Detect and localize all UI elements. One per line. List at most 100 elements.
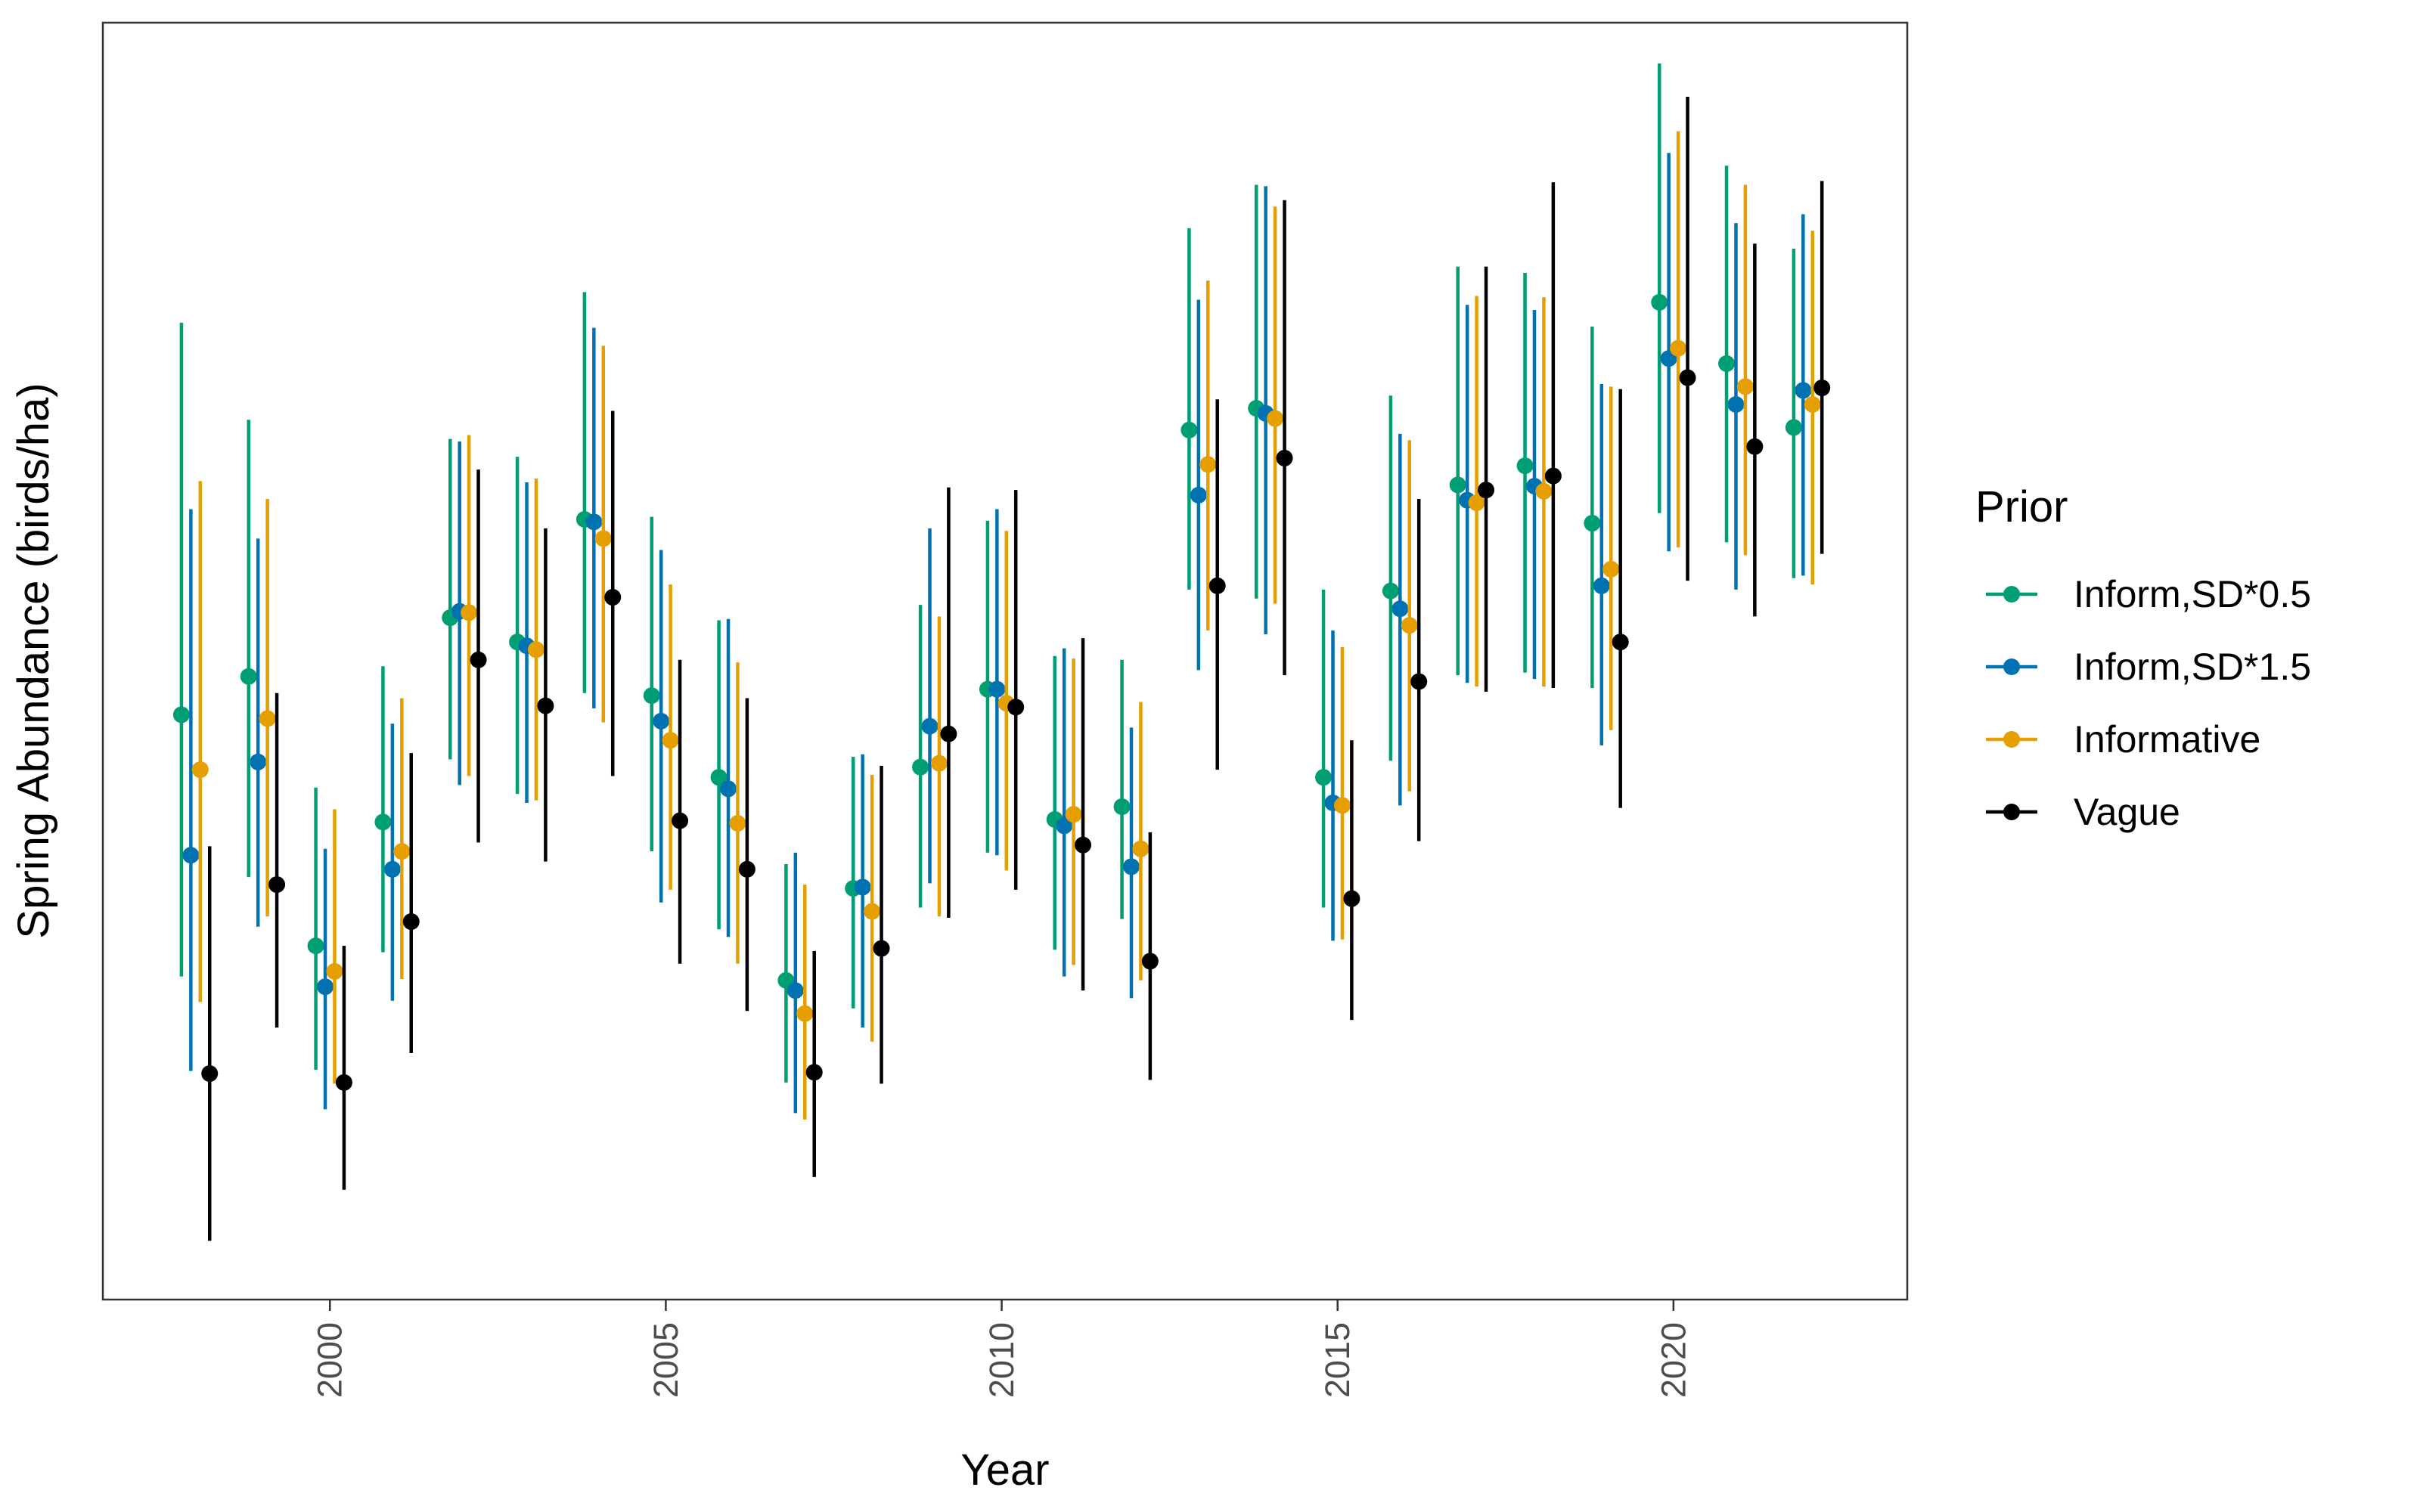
legend-label: Inform,SD*0.5 <box>2074 573 2311 615</box>
data-point <box>1065 806 1082 823</box>
data-point <box>1679 369 1696 386</box>
data-point <box>172 706 190 723</box>
data-point <box>191 761 209 779</box>
data-point <box>1746 438 1764 455</box>
data-point <box>250 753 267 770</box>
data-point <box>537 697 554 714</box>
data-point <box>1670 339 1687 357</box>
data-point <box>1516 457 1534 475</box>
data-point <box>796 1005 814 1022</box>
data-point <box>738 860 755 878</box>
data-point <box>720 780 737 798</box>
data-point <box>1113 798 1131 816</box>
legend-label: Vague <box>2074 791 2180 833</box>
data-point <box>1727 396 1745 414</box>
legend-key-point <box>2003 586 2020 603</box>
data-point <box>805 1064 823 1081</box>
legend-item: Informative <box>1986 718 2260 761</box>
data-point <box>930 754 948 772</box>
data-point <box>1785 419 1802 436</box>
data-point <box>1056 817 1073 835</box>
data-point <box>594 530 612 547</box>
data-point <box>1267 410 1284 427</box>
data-point <box>1007 699 1025 716</box>
data-point <box>335 1074 352 1091</box>
data-point <box>1813 380 1831 397</box>
legend-key-point <box>2003 731 2020 748</box>
data-point <box>585 513 603 531</box>
x-axis-title: Year <box>960 1445 1049 1495</box>
legend-label: Inform,SD*1.5 <box>2074 646 2311 688</box>
legend-label: Informative <box>2074 718 2260 761</box>
data-point <box>1392 600 1409 618</box>
data-point <box>1343 890 1360 907</box>
data-point <box>710 769 728 786</box>
data-point <box>1410 673 1428 690</box>
legend-item: Inform,SD*1.5 <box>1986 646 2311 688</box>
data-point <box>383 860 401 878</box>
legend-key-point <box>2003 804 2020 820</box>
data-point <box>1199 456 1217 473</box>
data-point <box>1584 515 1601 532</box>
data-point <box>182 847 200 864</box>
data-point <box>921 717 939 735</box>
data-point <box>393 843 411 860</box>
data-point <box>1478 482 1495 499</box>
legend: Prior Inform,SD*0.5 Inform,SD*1.5 Informat… <box>1975 482 2311 833</box>
data-point <box>259 710 276 727</box>
legend-title: Prior <box>1975 482 2068 531</box>
data-point <box>643 687 660 705</box>
data-point <box>307 937 324 955</box>
data-point <box>1315 769 1333 786</box>
data-point <box>1736 378 1754 395</box>
legend-item: Vague <box>1986 791 2180 833</box>
data-point <box>1804 396 1821 414</box>
data-point <box>864 903 881 920</box>
data-point <box>1141 953 1159 970</box>
data-point <box>1208 577 1226 594</box>
series-2 <box>182 153 1812 1114</box>
data-point <box>786 982 804 999</box>
data-point <box>1795 382 1812 399</box>
data-point <box>1123 858 1140 875</box>
data-point <box>672 812 689 829</box>
series-3 <box>191 131 1821 1120</box>
data-point <box>1612 634 1629 651</box>
data-point <box>1190 486 1207 503</box>
data-point <box>374 813 392 831</box>
plot-marks <box>172 64 1831 1241</box>
data-point <box>201 1065 219 1083</box>
data-point <box>873 940 890 957</box>
data-point <box>470 651 487 668</box>
data-point <box>912 758 929 776</box>
x-tick-label: 2010 <box>982 1322 1021 1398</box>
y-axis-title: Spring Abundance (birds/ha) <box>9 383 58 938</box>
x-tick-label: 2015 <box>1318 1322 1357 1398</box>
x-tick-label: 2020 <box>1654 1322 1692 1398</box>
data-point <box>402 913 420 931</box>
data-point <box>1333 797 1351 814</box>
data-point <box>1075 836 1092 854</box>
series-4 <box>201 96 1831 1241</box>
data-point <box>1651 293 1668 311</box>
data-point <box>461 604 478 621</box>
data-point <box>604 589 622 606</box>
data-point <box>1132 840 1150 857</box>
data-point <box>1401 617 1418 634</box>
data-point <box>854 878 871 896</box>
data-point <box>940 725 957 742</box>
data-point <box>240 668 257 685</box>
data-point <box>1468 494 1485 512</box>
data-point <box>317 978 334 996</box>
x-tick-label: 2000 <box>311 1322 349 1398</box>
x-axis: 2000 2005 2010 2015 2020 <box>311 1300 1692 1398</box>
data-point <box>1535 482 1553 500</box>
data-point <box>653 712 670 730</box>
data-point <box>988 680 1006 698</box>
data-point <box>527 641 544 658</box>
data-point <box>1718 355 1736 372</box>
data-point <box>1181 421 1198 438</box>
data-point <box>1449 476 1466 494</box>
data-point <box>1544 467 1562 485</box>
